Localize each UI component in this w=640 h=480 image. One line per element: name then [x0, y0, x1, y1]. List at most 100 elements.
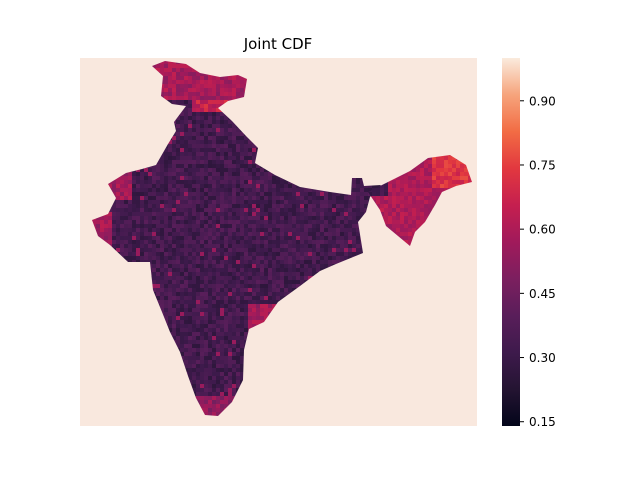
- heatmap-cell: [200, 228, 204, 232]
- heatmap-cell: [340, 256, 344, 260]
- heatmap-cell: [172, 120, 176, 124]
- heatmap-cell: [248, 260, 252, 264]
- heatmap-cell: [284, 244, 288, 248]
- heatmap-cell: [160, 164, 164, 168]
- heatmap-cell: [240, 164, 244, 168]
- heatmap-cell: [164, 164, 168, 168]
- heatmap-cell: [232, 276, 236, 280]
- heatmap-cell: [172, 276, 176, 280]
- heatmap-cell: [272, 176, 276, 180]
- heatmap-cell: [128, 244, 132, 248]
- heatmap-cell: [292, 184, 296, 188]
- heatmap-cell: [348, 232, 352, 236]
- heatmap-cell: [172, 260, 176, 264]
- heatmap-cell: [288, 216, 292, 220]
- heatmap-cell: [264, 272, 268, 276]
- heatmap-cell: [160, 276, 164, 280]
- heatmap-cell: [160, 196, 164, 200]
- heatmap-cell: [176, 272, 180, 276]
- heatmap-cell: [224, 272, 228, 276]
- heatmap-cell: [192, 124, 196, 128]
- heatmap-cell: [196, 268, 200, 272]
- heatmap-cell: [208, 160, 212, 164]
- heatmap-cell: [224, 204, 228, 208]
- heatmap-cell: [328, 212, 332, 216]
- heatmap-cell: [228, 168, 232, 172]
- heatmap-cell: [264, 212, 268, 216]
- heatmap-cell: [236, 320, 240, 324]
- heatmap-cell: [344, 212, 348, 216]
- heatmap-cell: [304, 256, 308, 260]
- heatmap-cell: [196, 164, 200, 168]
- heatmap-cell: [144, 220, 148, 224]
- heatmap-cell: [204, 84, 208, 88]
- heatmap-cell: [212, 128, 216, 132]
- heatmap-cell: [148, 256, 152, 260]
- heatmap-cell: [232, 136, 236, 140]
- heatmap-cell: [168, 304, 172, 308]
- heatmap-cell: [244, 220, 248, 224]
- heatmap-cell: [160, 172, 164, 176]
- heatmap-cell: [196, 116, 200, 120]
- heatmap-cell: [168, 88, 172, 92]
- heatmap-cell: [136, 248, 140, 252]
- heatmap-cell: [220, 156, 224, 160]
- heatmap-cell: [184, 120, 188, 124]
- heatmap-cell: [120, 228, 124, 232]
- heatmap-cell: [300, 188, 304, 192]
- heatmap-cell: [272, 296, 276, 300]
- heatmap-cell: [264, 216, 268, 220]
- heatmap-cell: [168, 264, 172, 268]
- heatmap-cell: [324, 200, 328, 204]
- heatmap-cell: [208, 172, 212, 176]
- heatmap-cell: [124, 220, 128, 224]
- heatmap-cell: [284, 180, 288, 184]
- heatmap-cell: [104, 236, 108, 240]
- heatmap-cell: [124, 216, 128, 220]
- heatmap-cell: [192, 140, 196, 144]
- heatmap-cell: [180, 80, 184, 84]
- heatmap-cell: [256, 256, 260, 260]
- heatmap-cell: [352, 176, 356, 180]
- heatmap-cell: [108, 220, 112, 224]
- heatmap-cell: [232, 168, 236, 172]
- heatmap-cell: [160, 64, 164, 68]
- heatmap-cell: [228, 296, 232, 300]
- heatmap-cell: [240, 212, 244, 216]
- heatmap-cell: [200, 92, 204, 96]
- heatmap-cell: [168, 152, 172, 156]
- heatmap-cell: [164, 84, 168, 88]
- heatmap-cell: [344, 232, 348, 236]
- heatmap-cell: [196, 272, 200, 276]
- heatmap-cell: [244, 216, 248, 220]
- heatmap-cell: [184, 252, 188, 256]
- heatmap-cell: [116, 240, 120, 244]
- heatmap-cell: [168, 92, 172, 96]
- heatmap-cell: [220, 208, 224, 212]
- heatmap-cell: [160, 188, 164, 192]
- heatmap-cell: [352, 244, 356, 248]
- heatmap-cell: [168, 168, 172, 172]
- heatmap-cell: [236, 200, 240, 204]
- heatmap-cell: [232, 88, 236, 92]
- heatmap-cell: [292, 224, 296, 228]
- heatmap-cell: [152, 240, 156, 244]
- heatmap-cell: [156, 248, 160, 252]
- heatmap-cell: [188, 216, 192, 220]
- heatmap-cell: [236, 248, 240, 252]
- heatmap-cell: [236, 300, 240, 304]
- heatmap-cell: [288, 280, 292, 284]
- heatmap-cell: [296, 284, 300, 288]
- heatmap-cell: [232, 236, 236, 240]
- heatmap-cell: [136, 240, 140, 244]
- heatmap-cell: [168, 176, 172, 180]
- heatmap-cell: [168, 156, 172, 160]
- heatmap-cell: [172, 252, 176, 256]
- heatmap-cell: [188, 212, 192, 216]
- heatmap-cell: [180, 176, 184, 180]
- heatmap-cell: [144, 248, 148, 252]
- heatmap-cell: [332, 232, 336, 236]
- heatmap-cell: [208, 88, 212, 92]
- heatmap-cell: [340, 196, 344, 200]
- heatmap-cell: [236, 236, 240, 240]
